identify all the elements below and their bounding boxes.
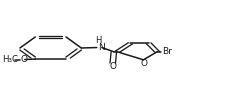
Text: O: O (20, 55, 27, 64)
Text: N: N (98, 43, 105, 52)
Text: Br: Br (163, 47, 173, 56)
Text: O: O (141, 59, 148, 68)
Text: O: O (109, 62, 116, 71)
Text: H: H (95, 36, 101, 45)
Text: H₃C: H₃C (2, 55, 18, 64)
